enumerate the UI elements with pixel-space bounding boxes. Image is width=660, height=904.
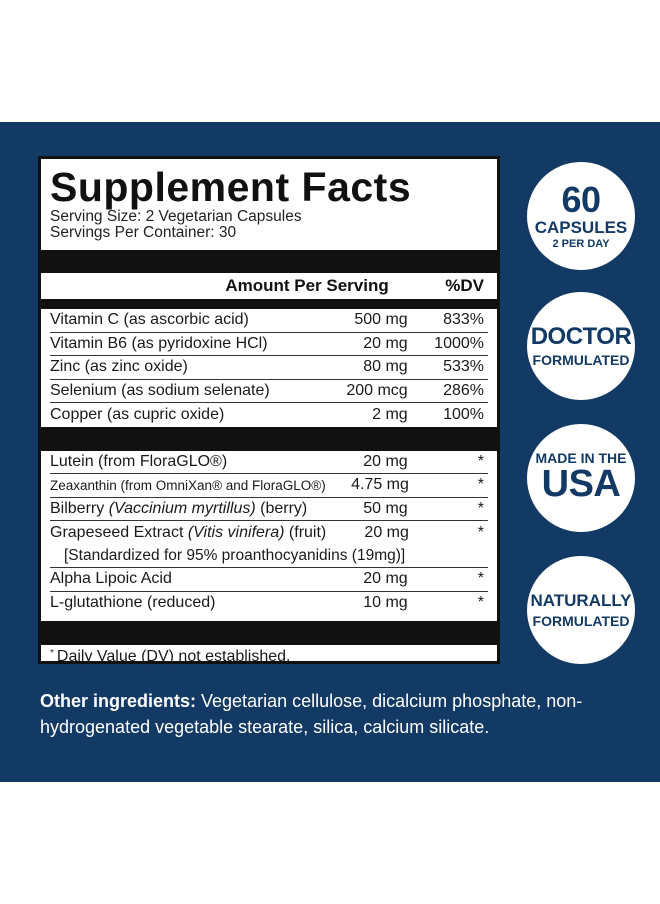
latin-name: (Vaccinium myrtillus) [108, 499, 256, 517]
table-row: L-glutathione (reduced) 10 mg * [50, 592, 488, 616]
name-part: (berry) [255, 499, 308, 517]
footnote-mark: * [50, 647, 54, 659]
capsules-badge: 60 CAPSULES 2 PER DAY [527, 162, 635, 270]
nutrient-amount: 20 mg [364, 523, 409, 541]
serving-size: Serving Size: 2 Vegetarian Capsules [50, 208, 302, 225]
nutrient-amount: 20 mg [363, 334, 408, 352]
capsules-label: CAPSULES [534, 218, 628, 238]
nutrient-name: Zeaxanthin (from OmniXan® and FloraGLO®) [50, 477, 326, 493]
facts-title: Supplement Facts [50, 164, 412, 210]
made-bottom: USA [541, 463, 621, 506]
name-part: Bilberry [50, 499, 109, 517]
doctor-bottom: FORMULATED [532, 352, 630, 369]
nutrient-amount: 200 mcg [346, 381, 408, 399]
table-row: Copper (as cupric oxide) 2 mg 100% [50, 403, 488, 427]
table-row: Vitamin B6 (as pyridoxine HCl) 20 mg 100… [50, 333, 488, 356]
nutrient-name: Vitamin B6 (as pyridoxine HCl) [50, 334, 268, 352]
nutrient-amount: 50 mg [363, 499, 408, 517]
made-top: MADE IN THE [535, 449, 627, 466]
other-ingredients-text: Vegetarian cellulose, dicalcium phosphat… [40, 691, 583, 737]
doctor-formulated-badge: DOCTOR FORMULATED [527, 292, 635, 400]
other-nutrient-rows: Lutein (from FloraGLO®) 20 mg * Zeaxanth… [50, 451, 488, 616]
nutrient-dv: 100% [443, 405, 484, 423]
nutrient-name: L-glutathione (reduced) [50, 594, 216, 612]
divider-bar [41, 299, 497, 309]
footnote: * Daily Value (DV) not established. [50, 645, 488, 669]
divider-bar [41, 250, 497, 273]
nutrient-dv: 286% [443, 381, 484, 399]
nutrient-name: Zinc (as zinc oxide) [50, 358, 188, 376]
table-row: Grapeseed Extract (Vitis vinifera) (frui… [50, 521, 488, 545]
capsules-sub: 2 PER DAY [552, 238, 610, 251]
nutrient-dv: * [477, 523, 484, 541]
table-row: Selenium (as sodium selenate) 200 mcg 28… [50, 380, 488, 403]
column-header-row: Amount Per Serving %DV [50, 273, 488, 299]
grapeseed-note: [Standardized for 95% proanthocyanidins … [50, 545, 488, 568]
table-row: Bilberry (Vaccinium myrtillus) (berry) 5… [50, 498, 488, 521]
nutrient-amount: 20 mg [363, 452, 408, 470]
nutrient-dv: * [477, 570, 484, 588]
nutrient-amount: 80 mg [363, 358, 408, 376]
table-row: Zinc (as zinc oxide) 80 mg 533% [50, 356, 488, 380]
nutrient-dv: * [477, 476, 484, 494]
nutrient-amount: 500 mg [354, 311, 408, 329]
name-part: (fruit) [284, 523, 327, 541]
nutrient-amount: 20 mg [363, 570, 408, 588]
doctor-top: DOCTOR [530, 323, 632, 351]
servings-per-container: Servings Per Container: 30 [50, 224, 237, 241]
header-amount: Amount Per Serving [225, 276, 389, 295]
natural-top: NATURALLY [530, 590, 632, 610]
other-ingredients-label: Other ingredients: [40, 691, 197, 711]
latin-name: (Vitis vinifera) [187, 523, 285, 541]
divider-bar [41, 426, 497, 451]
capsules-count: 60 [561, 179, 601, 221]
nutrient-amount: 2 mg [372, 405, 408, 423]
nutrient-name: Bilberry (Vaccinium myrtillus) (berry) [50, 500, 322, 518]
footnote-text: Daily Value (DV) not established. [56, 648, 291, 665]
nutrient-dv: 1000% [434, 334, 484, 352]
nutrient-name: Vitamin C (as ascorbic acid) [50, 311, 249, 329]
table-row: Vitamin C (as ascorbic acid) 500 mg 833% [50, 309, 488, 333]
table-row: Lutein (from FloraGLO®) 20 mg * [50, 451, 488, 474]
name-part: Grapeseed Extract [50, 523, 188, 541]
nutrient-dv: * [477, 594, 484, 612]
naturally-formulated-badge: NATURALLY FORMULATED [527, 556, 635, 664]
nutrient-amount: 10 mg [363, 594, 408, 612]
vitamin-rows: Vitamin C (as ascorbic acid) 500 mg 833%… [50, 309, 488, 427]
nutrient-name: Grapeseed Extract (Vitis vinifera) (frui… [50, 523, 327, 542]
nutrient-name: Alpha Lipoic Acid [50, 570, 172, 588]
nutrient-name: Lutein (from FloraGLO®) [50, 452, 228, 470]
other-ingredients: Other ingredients: Vegetarian cellulose,… [40, 688, 640, 740]
nutrient-name: Copper (as cupric oxide) [50, 405, 225, 423]
nutrient-dv: * [477, 499, 484, 517]
nutrient-dv: 533% [443, 358, 484, 376]
nutrient-dv: * [477, 452, 484, 470]
natural-bottom: FORMULATED [532, 612, 630, 629]
nutrient-dv: 833% [443, 311, 484, 329]
divider-bar [41, 621, 497, 645]
header-dv: %DV [445, 276, 484, 295]
supplement-facts-panel: Supplement Facts Serving Size: 2 Vegetar… [38, 156, 500, 665]
table-row: Zeaxanthin (from OmniXan® and FloraGLO®)… [50, 474, 488, 498]
table-row: Alpha Lipoic Acid 20 mg * [50, 568, 488, 592]
nutrient-amount: 4.75 mg [351, 476, 409, 494]
nutrient-name: Selenium (as sodium selenate) [50, 381, 270, 399]
made-in-usa-badge: MADE IN THE USA [527, 424, 635, 532]
